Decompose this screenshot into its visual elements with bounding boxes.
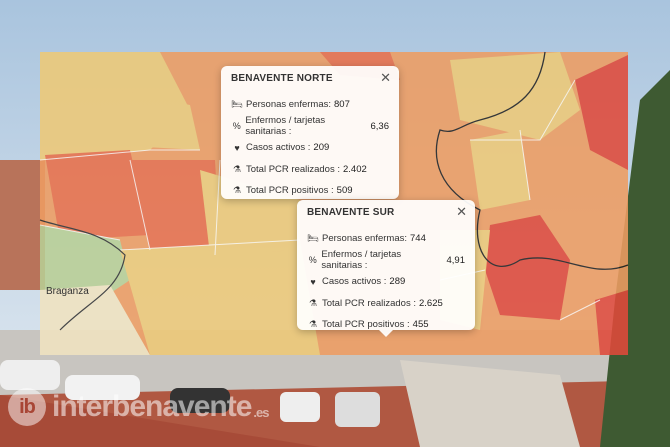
flask-icon: ⚗	[232, 163, 242, 174]
row-value: 289	[389, 276, 406, 288]
row-value: 744	[410, 233, 426, 245]
popup-row: ♥ Casos activos :209	[231, 137, 389, 159]
map-region	[595, 290, 628, 355]
car	[280, 392, 320, 422]
row-label: Total PCR realizados :	[246, 163, 340, 175]
row-label: Enfermos / tarjetas sanitarias :	[321, 249, 402, 272]
close-icon[interactable]: ✕	[456, 204, 467, 219]
row-label: Total PCR positivos :	[322, 319, 410, 331]
map-region	[120, 240, 320, 355]
map-region	[40, 285, 150, 355]
popup-title: BENAVENTE SUR	[307, 207, 395, 218]
watermark-logo: ib	[8, 388, 46, 426]
car	[335, 392, 380, 427]
bed-icon: 🛏	[307, 233, 319, 244]
popup-row: % Enfermos / tarjetas sanitarias : 6,36	[231, 115, 390, 138]
close-icon[interactable]: ✕	[380, 70, 391, 85]
map-place-label: Braganza	[46, 286, 89, 297]
map-region	[470, 130, 530, 210]
percent-icon: %	[232, 121, 241, 132]
row-label: Total PCR positivos :	[246, 185, 334, 197]
row-label: Casos activos :	[322, 276, 387, 288]
car	[0, 360, 60, 390]
popup-benavente-sur: BENAVENTE SUR ✕ 🛏 Personas enfermas: 744 %…	[297, 200, 475, 330]
row-value: 2.625	[418, 297, 443, 309]
watermark-domain: .es	[253, 404, 269, 420]
row-value: 2.402	[342, 163, 367, 175]
popup-tip	[379, 330, 393, 337]
map-region	[45, 150, 150, 240]
map-region	[485, 215, 570, 320]
popup-row: ♥ Casos activos :289	[307, 271, 465, 293]
row-label: Personas enfermas:	[322, 233, 408, 245]
row-value: 209	[313, 142, 330, 154]
map-region	[575, 55, 628, 170]
row-label: Total PCR realizados :	[322, 297, 416, 309]
watermark-text: interbenavente	[52, 390, 252, 423]
row-value: 4,91	[446, 254, 466, 266]
popup-benavente-norte: BENAVENTE NORTE ✕ 🛏 Personas enfermas: 807…	[221, 66, 399, 199]
flask-icon: ⚗	[308, 297, 318, 308]
popup-title: BENAVENTE NORTE	[231, 73, 333, 84]
row-value: 455	[412, 319, 429, 331]
row-value: 509	[336, 185, 353, 197]
popup-row: ⚗ Total PCR realizados :2.625	[307, 293, 465, 315]
popup-row: ⚗ Total PCR positivos :455	[307, 314, 465, 336]
popup-row: ⚗ Total PCR positivos :509	[231, 180, 389, 202]
percent-icon: %	[308, 255, 317, 266]
flask-icon: ⚗	[308, 319, 318, 330]
row-value: 807	[334, 99, 350, 111]
heartbeat-icon: ♥	[310, 276, 316, 287]
popup-row: ⚗ Total PCR realizados :2.402	[231, 159, 389, 181]
car	[65, 375, 140, 400]
map-region	[40, 225, 130, 300]
popup-row: 🛏 Personas enfermas: 807	[231, 94, 389, 116]
row-value: 6,36	[370, 120, 390, 132]
flask-icon: ⚗	[232, 185, 242, 196]
map-region	[450, 52, 580, 140]
car	[170, 388, 230, 413]
bed-icon: 🛏	[231, 99, 243, 110]
popup-row: 🛏 Personas enfermas: 744	[307, 228, 465, 250]
row-label: Personas enfermas:	[246, 99, 332, 111]
row-label: Enfermos / tarjetas sanitarias :	[245, 115, 326, 138]
map-region	[130, 160, 220, 250]
row-label: Casos activos :	[246, 142, 311, 154]
popup-row: % Enfermos / tarjetas sanitarias : 4,91	[307, 249, 466, 272]
building	[0, 160, 45, 290]
watermark: ib interbenavente .es	[8, 388, 269, 426]
heartbeat-icon: ♥	[234, 142, 240, 153]
map-region	[95, 85, 200, 150]
